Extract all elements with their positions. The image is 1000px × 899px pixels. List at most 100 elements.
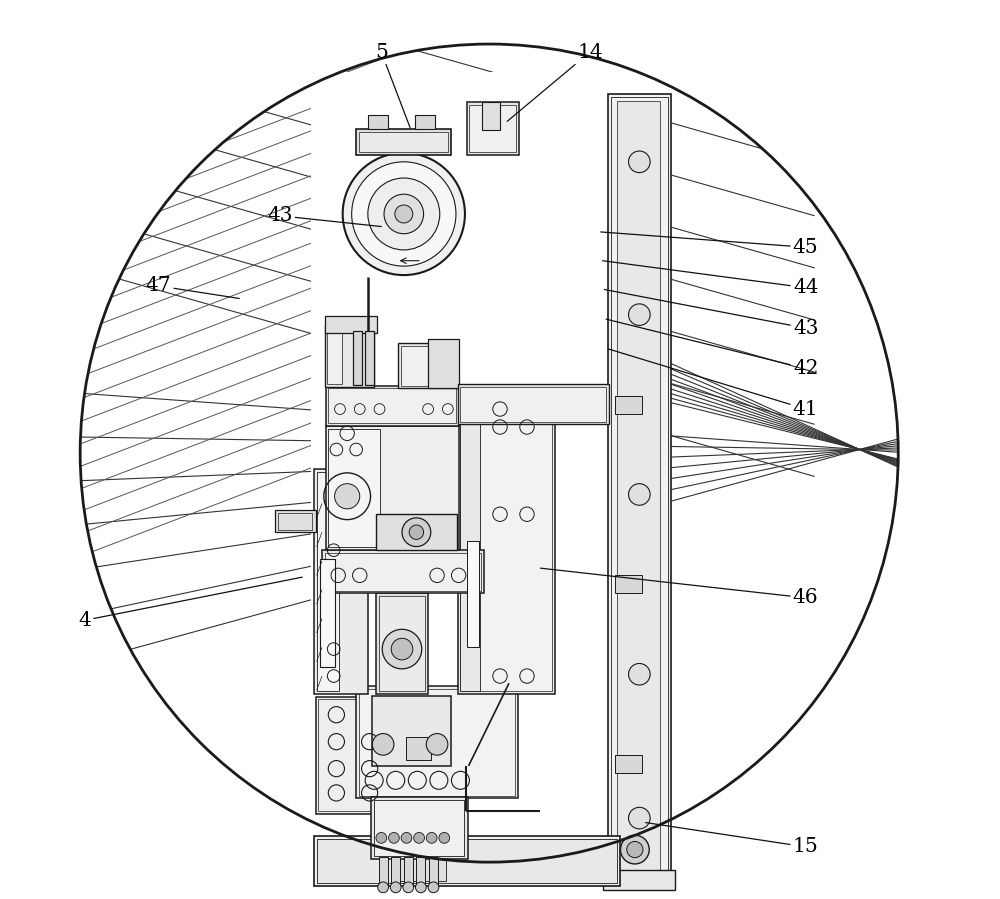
Bar (317, 472, 339, 691)
Bar (615, 575, 642, 593)
Bar (325, 553, 481, 591)
Text: 14: 14 (507, 42, 603, 121)
Circle shape (372, 734, 394, 755)
Bar (460, 387, 606, 422)
Text: 45: 45 (601, 232, 818, 257)
Bar (327, 328, 342, 384)
Circle shape (343, 153, 465, 275)
Bar (356, 129, 451, 155)
Circle shape (629, 304, 650, 325)
Circle shape (415, 882, 426, 893)
Circle shape (384, 194, 424, 234)
Bar (316, 697, 392, 814)
Bar (322, 550, 484, 593)
Circle shape (629, 807, 650, 829)
Bar (359, 132, 448, 152)
Circle shape (439, 832, 450, 843)
Text: 42: 42 (606, 319, 818, 378)
Circle shape (620, 835, 649, 864)
Bar (608, 94, 671, 877)
Bar (356, 686, 518, 798)
Circle shape (376, 832, 387, 843)
Circle shape (389, 832, 399, 843)
Bar (460, 400, 552, 691)
Circle shape (352, 162, 456, 266)
Circle shape (368, 178, 440, 250)
Bar (318, 699, 389, 811)
Text: 44: 44 (602, 261, 818, 298)
Circle shape (395, 205, 413, 223)
Bar (603, 870, 675, 890)
Bar (617, 101, 660, 872)
Bar (404, 857, 413, 887)
Bar (379, 857, 388, 887)
Bar (415, 115, 435, 129)
Text: 5: 5 (375, 42, 410, 128)
Circle shape (428, 882, 439, 893)
Bar (379, 596, 425, 691)
Bar (371, 797, 468, 859)
Bar (365, 331, 374, 385)
Text: 15: 15 (646, 823, 819, 857)
Bar (376, 593, 428, 694)
Circle shape (402, 518, 431, 547)
Circle shape (382, 629, 422, 669)
Bar (392, 843, 446, 881)
Circle shape (629, 151, 650, 173)
Text: 47: 47 (146, 276, 239, 298)
Bar (406, 737, 431, 760)
Bar (458, 384, 609, 424)
Text: 4: 4 (78, 577, 302, 630)
Circle shape (414, 832, 424, 843)
Bar (416, 857, 425, 887)
Bar (328, 388, 456, 423)
Circle shape (335, 484, 360, 509)
Bar (317, 839, 617, 883)
Bar (314, 836, 620, 886)
Bar (467, 102, 519, 155)
Bar (368, 115, 388, 129)
Bar (278, 513, 312, 530)
Circle shape (629, 484, 650, 505)
Text: 43: 43 (267, 206, 381, 227)
Circle shape (390, 882, 401, 893)
Bar (326, 426, 459, 550)
Bar (482, 102, 500, 130)
Bar (325, 325, 374, 387)
Bar (325, 316, 377, 333)
Bar (615, 755, 642, 773)
Circle shape (627, 841, 643, 858)
Bar (314, 469, 368, 694)
Bar (458, 397, 555, 694)
Circle shape (391, 638, 413, 660)
Bar (460, 404, 480, 691)
Bar (398, 343, 458, 388)
Bar (353, 331, 362, 385)
Text: 46: 46 (540, 568, 818, 608)
Bar (275, 510, 316, 532)
Bar (359, 689, 515, 796)
Bar (467, 541, 479, 647)
Bar (429, 857, 438, 887)
Bar (401, 346, 455, 386)
Bar (320, 559, 335, 667)
Circle shape (401, 832, 412, 843)
Bar (376, 514, 457, 550)
Circle shape (629, 663, 650, 685)
Bar (615, 396, 642, 414)
Bar (428, 339, 459, 388)
Bar (391, 857, 400, 887)
Bar (374, 800, 464, 856)
Bar (372, 696, 451, 766)
Circle shape (409, 525, 424, 539)
Circle shape (426, 832, 437, 843)
Bar (311, 72, 617, 881)
Text: 41: 41 (608, 349, 818, 419)
Circle shape (378, 882, 389, 893)
Circle shape (426, 734, 448, 755)
Text: 43: 43 (604, 289, 818, 338)
Circle shape (403, 882, 414, 893)
Bar (469, 105, 516, 152)
Bar (328, 429, 380, 547)
Bar (611, 97, 668, 874)
